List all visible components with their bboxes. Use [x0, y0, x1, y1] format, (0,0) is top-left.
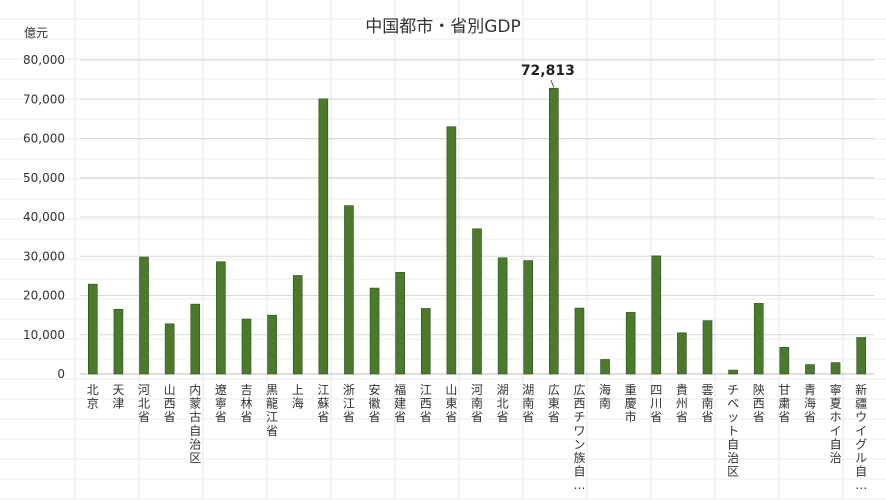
bar	[241, 318, 252, 375]
x-tick-label: 海南	[599, 382, 611, 411]
x-tick-label: 新疆ウイグル自…	[855, 382, 867, 492]
bar	[446, 126, 457, 375]
y-axis-unit-label: 億元	[24, 26, 49, 40]
y-tick-label: 20,000	[23, 289, 65, 303]
x-tick-label: 天津	[112, 383, 124, 411]
bar	[344, 205, 354, 375]
x-tick-label: 湖南省	[522, 382, 534, 424]
bar	[139, 256, 149, 375]
bar	[523, 260, 534, 375]
x-tick-label: 江西省	[420, 383, 432, 424]
x-tick-label: 四川省	[650, 383, 662, 424]
x-tick-label: 山東省	[445, 383, 457, 424]
data-label: 72,813	[521, 63, 575, 79]
x-tick-label: 重慶市	[625, 383, 637, 424]
bar	[216, 261, 226, 375]
y-tick-label: 70,000	[23, 92, 65, 106]
y-tick-label: 50,000	[23, 171, 65, 185]
bar	[574, 307, 585, 375]
y-tick-label: 10,000	[23, 328, 65, 342]
y-tick-label: 80,000	[23, 53, 65, 67]
bar	[600, 359, 610, 375]
x-tick-label: 浙江省	[343, 383, 355, 424]
chart-title: 中国都市・省別GDP	[365, 17, 521, 37]
bar	[164, 323, 175, 375]
bar	[856, 337, 866, 375]
x-tick-label: 山西省	[164, 383, 176, 424]
x-tick-label: 福建省	[394, 382, 406, 424]
bar	[318, 98, 329, 375]
bar	[395, 272, 405, 375]
y-tick-label: 40,000	[23, 210, 65, 224]
y-tick-label: 0	[57, 367, 65, 381]
bar	[805, 364, 815, 375]
x-tick-label: 雲南省	[702, 383, 714, 424]
bar	[702, 320, 713, 375]
data-label-leader	[550, 79, 555, 88]
x-tick-label: 江蘇省	[317, 383, 329, 424]
x-tick-label: 貴州省	[676, 383, 688, 424]
x-tick-label: 河南省	[471, 383, 483, 424]
bar	[677, 332, 687, 375]
x-tick-label: 寧夏ホイ自治	[830, 382, 842, 465]
x-tick-label: 河北省	[138, 383, 150, 424]
x-tick-label: 湖北省	[497, 382, 509, 424]
bar	[549, 87, 559, 375]
bar	[292, 275, 303, 375]
bar	[113, 308, 124, 375]
bar	[728, 369, 738, 375]
x-tick-label: 黒龍江省	[266, 383, 278, 438]
bar	[830, 362, 841, 375]
bar	[369, 287, 380, 375]
bar	[88, 283, 98, 375]
x-tick-label: 広東省	[548, 383, 560, 424]
x-tick-label: 遼寧省	[215, 383, 227, 424]
x-tick-label: 内蒙古自治区	[189, 383, 201, 465]
x-tick-label: 吉林省	[240, 383, 252, 424]
y-tick-label: 60,000	[23, 132, 65, 146]
x-tick-label: 上海	[292, 383, 304, 411]
x-tick-label: 青海省	[804, 383, 816, 424]
x-tick-label: 甘粛省	[778, 383, 790, 424]
bar	[420, 308, 431, 375]
x-tick-label: 広西チワン族自…	[573, 383, 585, 492]
bar	[753, 303, 764, 375]
x-tick-label: 北京	[87, 383, 99, 411]
bar	[497, 257, 508, 375]
x-tick-label: 安徽省	[369, 382, 381, 424]
x-tick-label: 陝西省	[753, 382, 765, 424]
bar	[472, 228, 482, 375]
bar	[190, 303, 201, 375]
bar	[651, 255, 662, 375]
bar	[625, 312, 636, 375]
y-tick-label: 30,000	[23, 249, 65, 263]
x-tick-label: チベット自治区	[727, 383, 739, 479]
bar	[779, 347, 790, 375]
bar	[267, 314, 277, 375]
